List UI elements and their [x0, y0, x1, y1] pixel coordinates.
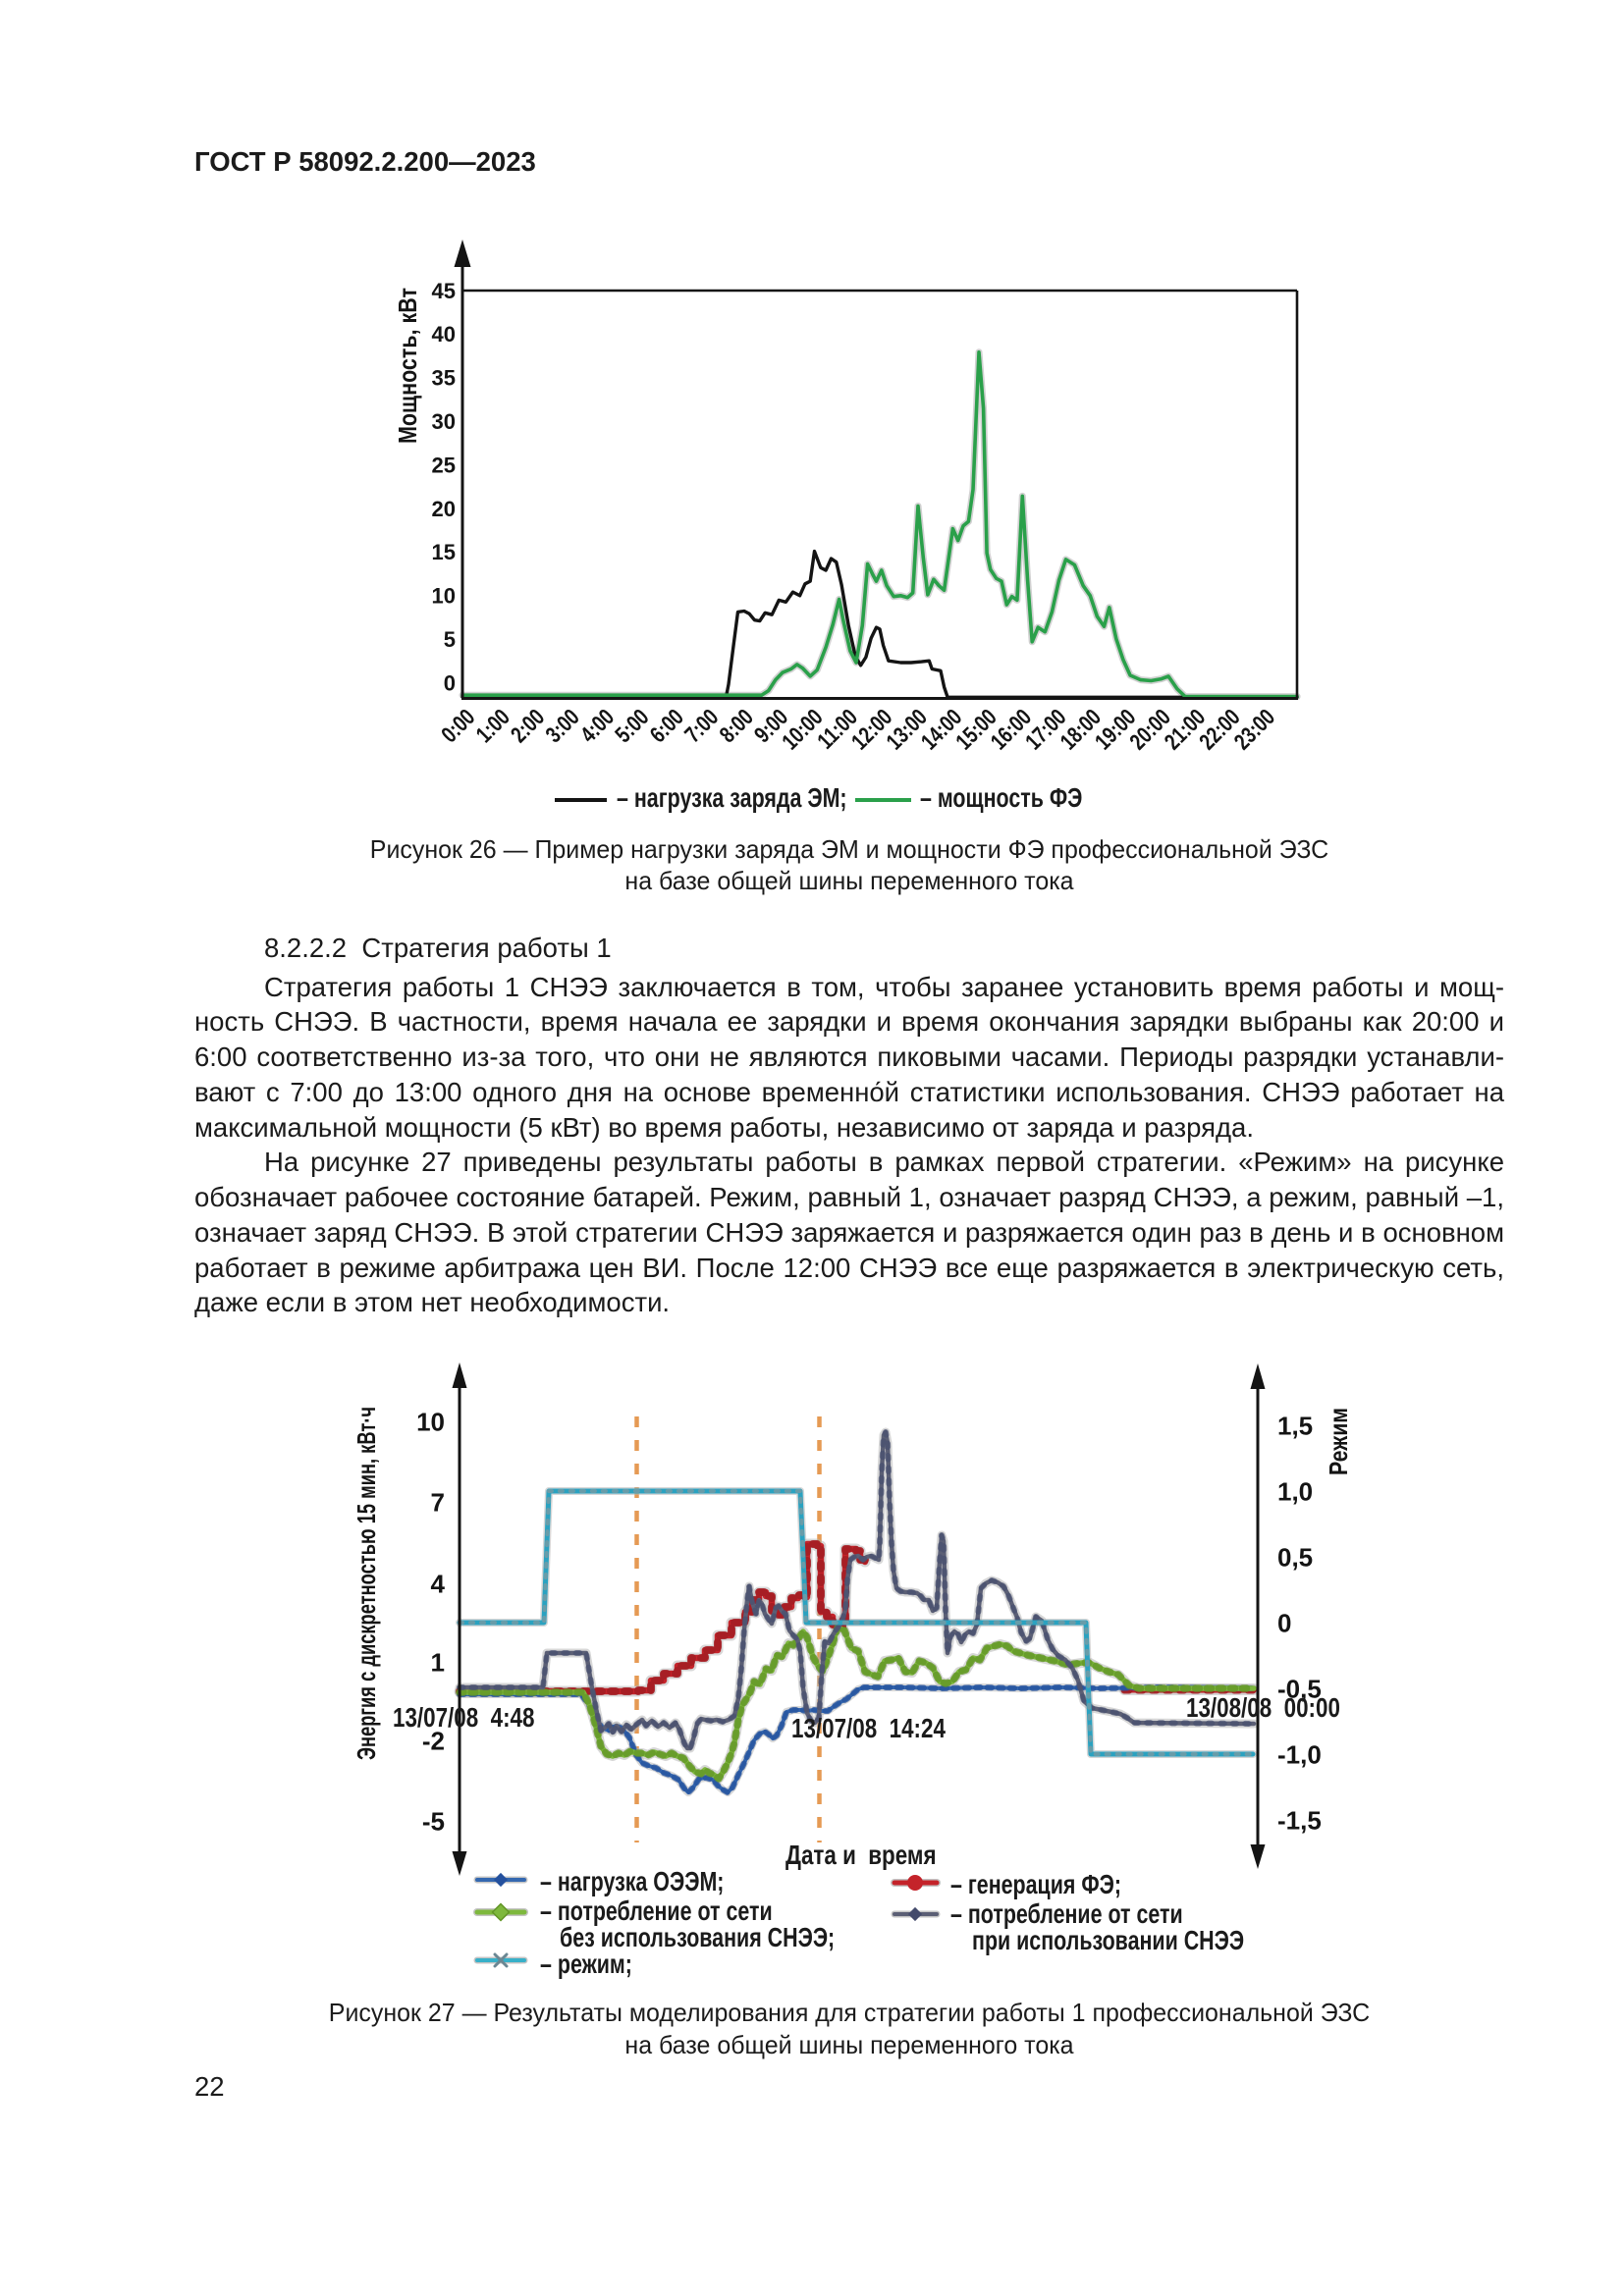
svg-text:8:00: 8:00	[715, 705, 758, 748]
svg-text:-0,5: -0,5	[1277, 1675, 1322, 1704]
svg-text:4: 4	[431, 1570, 446, 1599]
svg-text:25: 25	[432, 453, 456, 477]
svg-text:45: 45	[432, 279, 456, 303]
svg-text:-1,0: -1,0	[1277, 1740, 1322, 1770]
svg-text:2:00: 2:00	[507, 705, 550, 748]
svg-text:20: 20	[432, 497, 456, 521]
svg-text:1,0: 1,0	[1277, 1477, 1313, 1507]
svg-text:1: 1	[431, 1648, 445, 1678]
svg-text:5: 5	[444, 627, 456, 652]
svg-text:0,5: 0,5	[1277, 1543, 1313, 1573]
svg-text:15: 15	[432, 540, 456, 564]
svg-text:1,5: 1,5	[1277, 1412, 1313, 1441]
svg-text:-1,5: -1,5	[1277, 1806, 1322, 1836]
svg-text:Энергия с дискретностью 15 мин: Энергия с дискретностью 15 мин, кВт·ч	[352, 1407, 381, 1760]
svg-text:7:00: 7:00	[680, 705, 724, 748]
svg-text:-2: -2	[422, 1727, 445, 1756]
svg-text:10: 10	[416, 1408, 445, 1437]
svg-text:1:00: 1:00	[471, 705, 514, 748]
svg-text:Режим: Режим	[1324, 1408, 1353, 1475]
svg-text:0: 0	[1277, 1609, 1291, 1638]
svg-text:35: 35	[432, 366, 456, 391]
svg-text:3:00: 3:00	[541, 705, 584, 748]
svg-text:5:00: 5:00	[611, 705, 654, 748]
svg-text:0: 0	[444, 670, 456, 695]
svg-text:4:00: 4:00	[576, 705, 620, 748]
svg-text:6:00: 6:00	[645, 705, 688, 748]
svg-text:7: 7	[431, 1488, 445, 1518]
svg-text:0:00: 0:00	[437, 705, 480, 748]
svg-text:Мощность, кВт: Мощность, кВт	[393, 288, 422, 444]
svg-text:40: 40	[432, 322, 456, 347]
svg-text:30: 30	[432, 409, 456, 434]
svg-text:23:00: 23:00	[1229, 705, 1279, 755]
svg-text:-5: -5	[422, 1807, 445, 1837]
svg-text:10: 10	[432, 584, 456, 609]
